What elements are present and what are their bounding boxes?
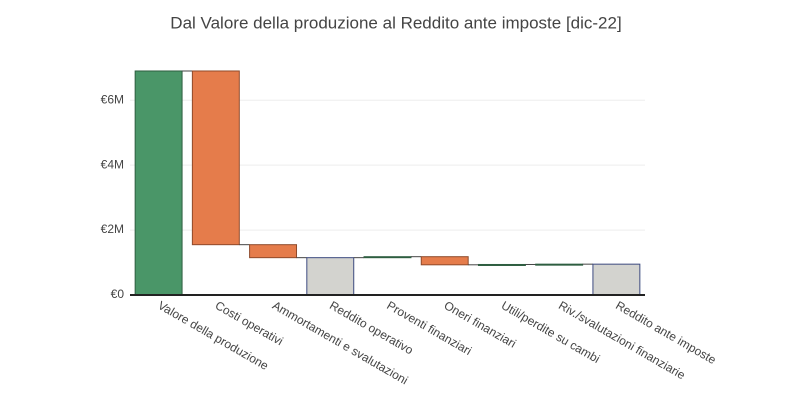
bar bbox=[477, 263, 526, 266]
chart-title: Dal Valore della produzione al Reddito a… bbox=[170, 13, 621, 32]
y-tick-label: €0 bbox=[111, 287, 125, 301]
y-tick-label: €2M bbox=[101, 222, 124, 236]
y-tick-label: €6M bbox=[101, 92, 124, 106]
x-tick-label: Utili/perdite su cambi bbox=[499, 298, 602, 366]
y-tick-label: €4M bbox=[101, 157, 124, 171]
bar bbox=[134, 70, 183, 296]
bar bbox=[306, 257, 355, 296]
bar bbox=[420, 256, 469, 266]
bar bbox=[249, 244, 298, 259]
bar bbox=[191, 70, 240, 246]
bar bbox=[592, 263, 641, 296]
bar bbox=[363, 256, 412, 259]
bar bbox=[535, 263, 584, 266]
